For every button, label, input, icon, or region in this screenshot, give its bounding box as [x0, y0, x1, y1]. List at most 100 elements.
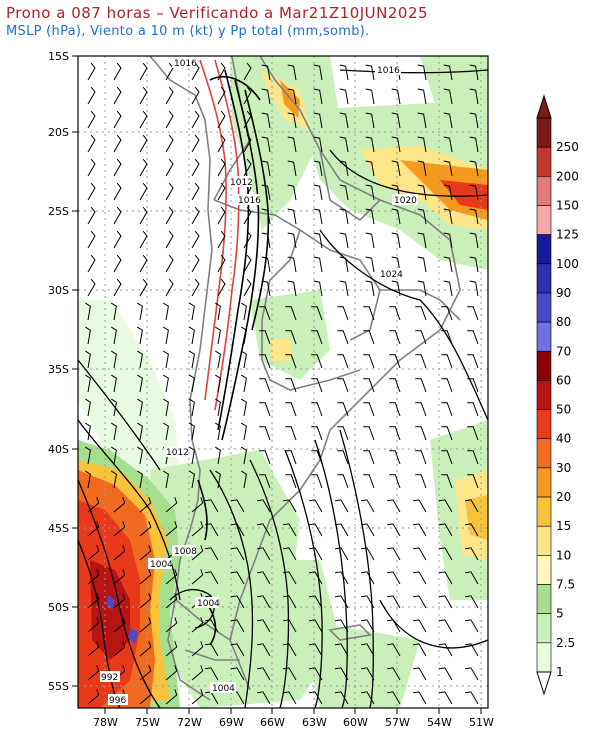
- wind-barb: [165, 617, 178, 633]
- wind-barb: [339, 232, 349, 249]
- wind-barb: [215, 422, 221, 441]
- wind-barb: [137, 446, 143, 465]
- wind-barb: [417, 136, 427, 153]
- wind-barb: [439, 547, 453, 561]
- wind-barb: [313, 88, 323, 105]
- wind-barb: [465, 571, 479, 585]
- wind-barb: [165, 278, 174, 297]
- wind-barb: [87, 62, 96, 81]
- wind-barb: [287, 136, 297, 153]
- wind-barb: [243, 254, 252, 273]
- wind-barb: [465, 667, 479, 681]
- wind-barb: [283, 499, 297, 513]
- wind-barb: [87, 521, 100, 537]
- colorbar-label: 125: [556, 228, 579, 242]
- wind-barb: [415, 330, 427, 345]
- wind-barb: [363, 330, 375, 345]
- wind-barb: [339, 112, 349, 129]
- wind-barb: [365, 112, 375, 129]
- wind-barb: [139, 545, 152, 561]
- wind-barb: [283, 619, 297, 633]
- wind-barb: [111, 302, 117, 321]
- wind-barb: [257, 619, 271, 633]
- wind-barb: [441, 450, 453, 465]
- colorbar-swatch: [536, 584, 552, 614]
- wind-barb: [261, 88, 271, 105]
- wind-barb: [217, 62, 226, 81]
- isobar-label: 1008: [174, 547, 197, 557]
- wind-barb: [467, 354, 479, 369]
- wind-barb: [257, 523, 271, 537]
- lat-label: 30S: [48, 284, 69, 297]
- wind-barb: [87, 545, 100, 561]
- wind-barb: [415, 354, 427, 369]
- wind-barb: [335, 523, 349, 537]
- wind-barb: [163, 470, 169, 489]
- wind-barb: [309, 499, 323, 513]
- wind-barb: [417, 64, 427, 81]
- lat-label: 55S: [48, 680, 69, 693]
- wind-barb: [259, 402, 271, 417]
- wind-barb: [189, 398, 195, 417]
- wind-barb: [283, 643, 297, 657]
- colorbar-swatch: [536, 613, 552, 644]
- wind-barb: [469, 232, 479, 249]
- wind-barb: [285, 474, 297, 489]
- wind-barb: [387, 691, 401, 705]
- wind-barb: [113, 641, 126, 657]
- lat-label: 15S: [48, 50, 69, 63]
- wind-barb: [191, 230, 200, 249]
- wind-barb: [139, 110, 148, 129]
- wind-barb: [391, 136, 401, 153]
- wind-barb: [413, 499, 427, 513]
- wind-barb: [415, 426, 427, 441]
- wind-barb: [113, 497, 126, 513]
- wind-barb: [87, 665, 100, 681]
- wind-barb: [189, 446, 195, 465]
- wind-barb: [413, 691, 427, 705]
- wind-barb: [191, 665, 204, 681]
- wind-barb: [285, 378, 297, 393]
- wind-barb: [361, 691, 375, 705]
- wind-barb: [389, 474, 401, 489]
- wind-barb: [467, 426, 479, 441]
- wind-barb: [287, 88, 297, 105]
- lon-label: 54W: [427, 716, 452, 729]
- wind-barb: [139, 617, 152, 633]
- isobar-label: 992: [101, 673, 118, 683]
- wind-barb: [191, 62, 200, 81]
- lat-label: 45S: [48, 522, 69, 535]
- isobar-label: 1016: [174, 59, 197, 69]
- wind-barb: [215, 398, 221, 417]
- precipitation-colorbar: 250 200 150 125 100 90 80 70 60 50 40 30 20 15 10 7.5 5 2…: [536, 94, 579, 696]
- wind-barb: [261, 160, 271, 177]
- wind-barb: [391, 160, 401, 177]
- wind-barb: [165, 497, 178, 513]
- wind-barb: [387, 619, 401, 633]
- wind-barb: [465, 643, 479, 657]
- wind-barb: [337, 450, 349, 465]
- wind-barb: [205, 619, 219, 633]
- wind-barb: [363, 378, 375, 393]
- wind-barb: [165, 521, 178, 537]
- wind-barb: [337, 330, 349, 345]
- wind-barb: [163, 374, 169, 393]
- wind-barb: [137, 374, 143, 393]
- isobar-labels: 1016 1016 1012 1016 1020 1024 1012 1008 …: [100, 57, 418, 706]
- wind-barb: [465, 499, 479, 513]
- wind-barb: [285, 306, 297, 321]
- wind-barb: [311, 450, 323, 465]
- wind-barb: [139, 158, 148, 177]
- wind-barb: [191, 521, 204, 537]
- wind-barb: [191, 182, 200, 201]
- wind-barb: [443, 64, 453, 81]
- wind-barb: [337, 306, 349, 321]
- wind-barb: [413, 595, 427, 609]
- wind-barb: [257, 691, 271, 705]
- colorbar-label: 7.5: [556, 578, 575, 592]
- wind-barb: [391, 88, 401, 105]
- wind-barb: [257, 571, 271, 585]
- isobar-label: 1020: [394, 196, 417, 206]
- wind-barb: [85, 446, 91, 465]
- wind-barb: [417, 112, 427, 129]
